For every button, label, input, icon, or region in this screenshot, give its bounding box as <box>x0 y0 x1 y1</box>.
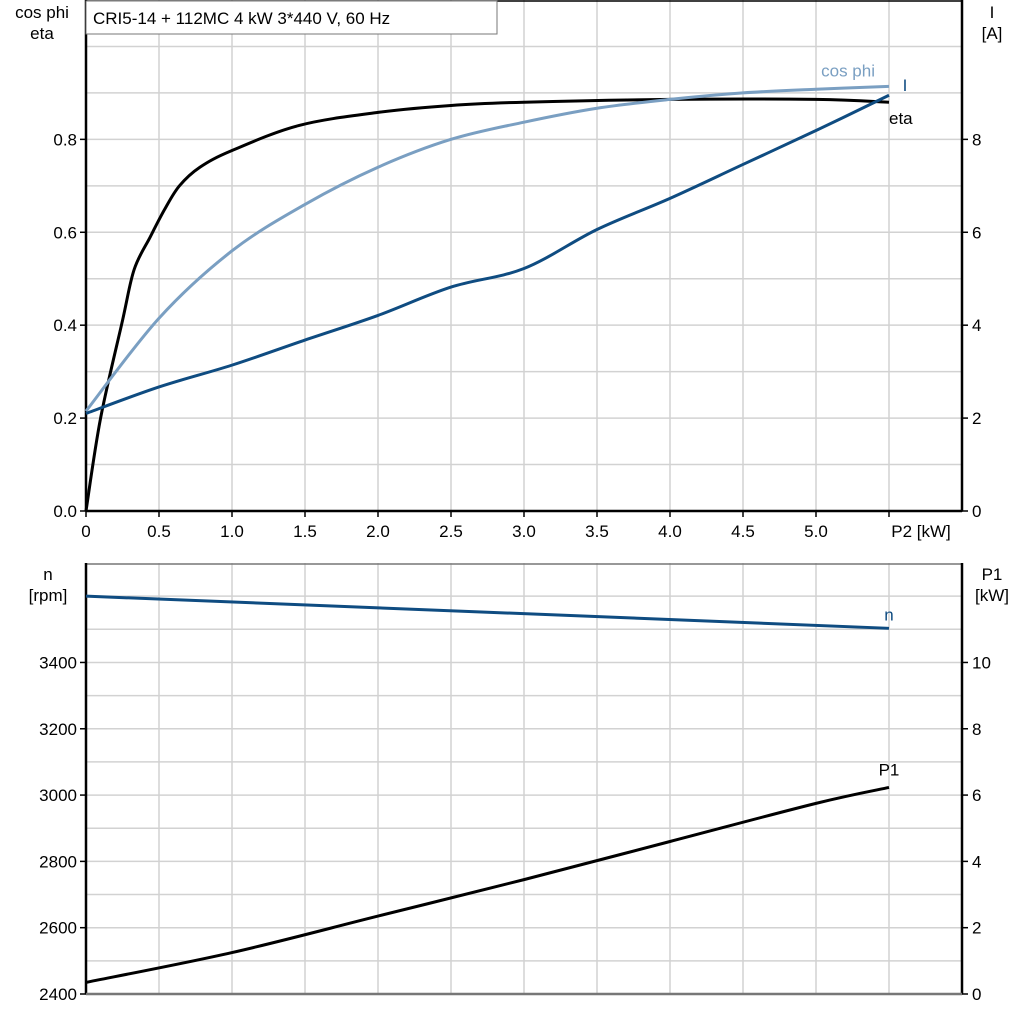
x-tick-label: 2.5 <box>439 522 463 541</box>
y-axis-label-right: [kW] <box>975 586 1009 605</box>
y-tick-label-right: 6 <box>972 786 981 805</box>
y-tick-label-right: 8 <box>972 130 981 149</box>
y-axis-label-left: cos phi <box>15 3 69 22</box>
x-tick-label: 0.5 <box>147 522 171 541</box>
y-tick-label-left: 0.4 <box>53 316 77 335</box>
x-tick-label: 3.5 <box>585 522 609 541</box>
x-tick-label: 1.5 <box>293 522 317 541</box>
y-axis-label-left: [rpm] <box>29 586 68 605</box>
y-tick-label-left: 3400 <box>39 653 77 672</box>
title-box <box>85 0 498 35</box>
y-tick-label-right: 0 <box>972 985 981 1004</box>
x-tick-label: 1.0 <box>220 522 244 541</box>
y-tick-label-right: 10 <box>972 653 991 672</box>
x-tick-label: 5.0 <box>804 522 828 541</box>
series-label-eta: eta <box>889 109 913 128</box>
x-tick-label: 0 <box>81 522 90 541</box>
y-tick-label-left: 0.2 <box>53 409 77 428</box>
y-axis-label-right: P1 <box>982 565 1003 584</box>
series-label-cos-phi: cos phi <box>821 61 875 80</box>
series-line-i <box>85 93 890 415</box>
y-tick-label-left: 0.0 <box>53 502 77 521</box>
y-tick-label-right: 4 <box>972 316 981 335</box>
x-tick-label: 2.0 <box>366 522 390 541</box>
series-line-eta <box>84 97 890 512</box>
y-axis-label-left: n <box>43 565 52 584</box>
y-tick-label-left: 3000 <box>39 786 77 805</box>
series-label-p1: P1 <box>879 760 900 779</box>
y-tick-label-left: 0.8 <box>53 130 77 149</box>
series-label-n: n <box>884 605 893 624</box>
series-line-n <box>85 594 890 630</box>
y-tick-label-right: 6 <box>972 223 981 242</box>
series-label-i: I <box>903 76 908 95</box>
y-tick-label-left: 2600 <box>39 919 77 938</box>
y-tick-label-left: 3200 <box>39 720 77 739</box>
y-tick-label-right: 4 <box>972 852 981 871</box>
y-tick-label-right: 2 <box>972 409 981 428</box>
y-tick-label-left: 2800 <box>39 852 77 871</box>
y-tick-label-right: 2 <box>972 919 981 938</box>
series-line-p1 <box>85 785 890 984</box>
chart-title: CRI5-14 + 112MC 4 kW 3*440 V, 60 Hz <box>93 9 390 28</box>
x-axis-label: P2 [kW] <box>891 522 951 541</box>
x-tick-label: 4.0 <box>658 522 682 541</box>
y-tick-label-right: 0 <box>972 502 981 521</box>
y-tick-label-right: 8 <box>972 720 981 739</box>
series-line-cos-phi <box>84 84 890 413</box>
x-tick-label: 3.0 <box>512 522 536 541</box>
y-axis-label-right: I <box>990 3 995 22</box>
y-axis-label-right: [A] <box>982 24 1003 43</box>
y-axis-label-left: eta <box>30 24 54 43</box>
y-tick-label-left: 0.6 <box>53 223 77 242</box>
x-tick-label: 4.5 <box>731 522 755 541</box>
y-tick-label-left: 2400 <box>39 985 77 1004</box>
